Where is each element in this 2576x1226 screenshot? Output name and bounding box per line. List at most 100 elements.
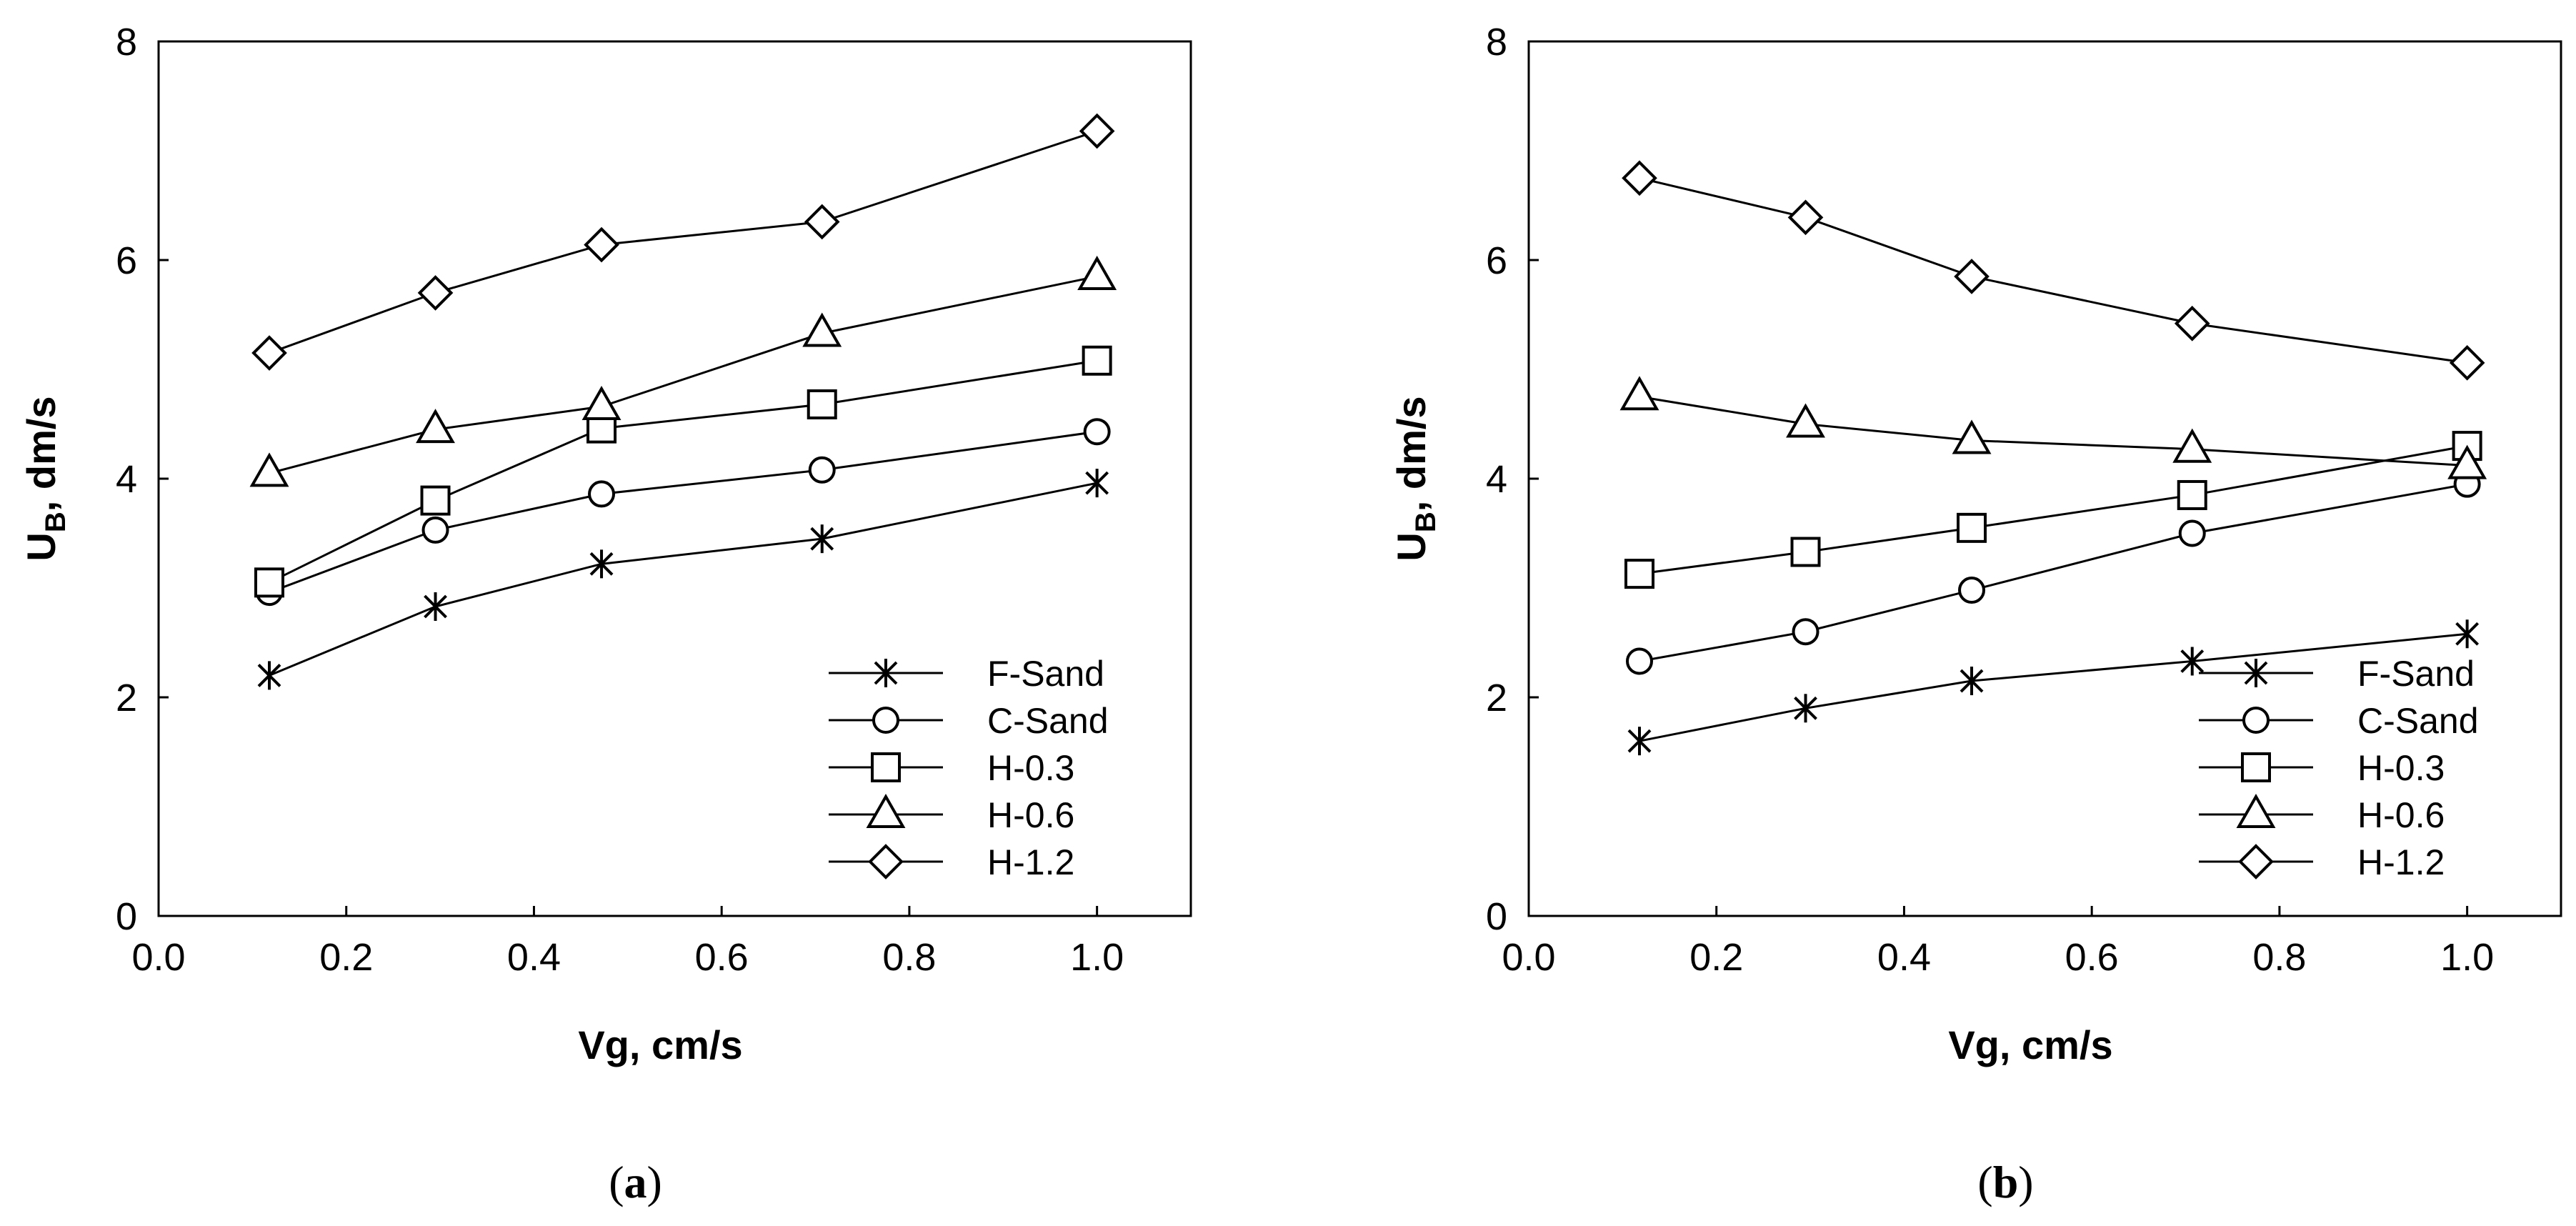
y-tick-label: 0 [116,895,137,938]
panel-a: 0.0 0.2 0.4 0.6 0.8 1.0 0 2 4 6 8 Vg, cm/s UB, dm/s F… [19,21,1192,1207]
data-point-h-0.3 [1082,345,1112,376]
panel-label: (a) [609,1157,662,1207]
series-line-c-sand [269,430,1097,594]
panel-label: (b) [1977,1157,2033,1207]
data-point-h-0.6 [2172,428,2212,463]
data-point-f-sand [424,592,447,622]
legend-marker-h-0.6 [866,793,906,828]
y-tick-label: 4 [116,458,137,501]
data-point-h-1.2 [804,204,840,240]
data-point-h-0.3 [254,567,285,598]
series-line-h-0.6 [269,275,1097,474]
x-tick-label: 0.2 [319,936,373,979]
data-point-c-sand [1958,577,1986,604]
y-axis-title: UB, dm/s [19,396,71,561]
series-line-f-sand [1639,632,2467,742]
legend-label: F-Sand [987,654,1104,694]
x-tick-label: 0.6 [695,936,749,979]
legend-label: H-0.3 [2357,748,2445,788]
legend-label: H-0.6 [2357,795,2445,835]
data-point-c-sand [1083,418,1111,446]
data-point-f-sand [1960,667,1984,696]
x-tick-label: 0.4 [507,936,561,979]
legend-label: F-Sand [2357,654,2475,694]
x-axis-title: Vg, cm/s [1948,1022,2112,1067]
legend-marker-c-sand [2242,707,2270,734]
series-line-h-1.2 [269,130,1098,354]
panel-b: 0.0 0.2 0.4 0.6 0.8 1.0 0 2 4 6 8 Vg, cm/s UB, dm/s F… [1389,21,2562,1207]
data-point-h-0.6 [581,385,621,421]
y-tick-label: 8 [1486,21,1507,64]
x-tick-label: 0.0 [1502,936,1555,979]
x-tick-label: 0.2 [1689,936,1743,979]
series-line-f-sand [269,482,1097,677]
data-point-h-0.3 [807,389,837,419]
x-tick-label: 0.8 [2252,936,2306,979]
data-point-c-sand [421,516,449,544]
legend-marker-h-0.3 [2241,752,2271,782]
data-point-h-1.2 [1622,160,1657,196]
data-point-h-0.6 [1619,376,1659,411]
legend-marker-c-sand [872,707,899,734]
y-tick-label: 0 [1486,895,1507,938]
legend-marker-h-1.2 [2238,844,2274,879]
y-axis-title: UB, dm/s [1389,396,1442,561]
x-tick-label: 0.0 [131,936,185,979]
y-tick-label: 4 [1486,458,1507,501]
data-point-f-sand [1627,727,1652,756]
series-line-h-0.3 [269,359,1097,584]
data-point-h-0.6 [1077,255,1117,290]
data-point-c-sand [808,456,836,484]
data-point-c-sand [588,480,616,508]
data-point-c-sand [1792,618,1819,646]
data-point-c-sand [2178,519,2206,547]
y-tick-label: 6 [1486,239,1507,282]
legend-marker-h-1.2 [868,844,904,879]
data-point-h-0.3 [1790,537,1821,567]
series-line-h-0.3 [1639,444,2467,575]
data-point-h-1.2 [1954,259,1990,294]
data-point-h-1.2 [1079,113,1115,149]
data-point-h-1.2 [251,335,287,371]
data-point-f-sand [589,549,614,579]
data-point-f-sand [1085,469,1109,498]
x-tick-label: 0.6 [2065,936,2119,979]
x-tick-label: 1.0 [1070,936,1124,979]
legend-label: C-Sand [2357,701,2479,741]
data-point-h-0.3 [2177,479,2207,510]
series-line-c-sand [1639,483,2467,662]
data-point-h-1.2 [1787,199,1824,236]
legend-label: H-0.6 [987,795,1074,835]
data-point-f-sand [257,661,281,690]
y-tick-label: 2 [116,677,137,719]
legend-marker-f-sand [2244,659,2268,687]
data-point-h-0.6 [802,312,842,347]
data-point-h-0.6 [416,409,455,444]
x-tick-label: 0.4 [1877,936,1931,979]
x-tick-label: 1.0 [2440,936,2494,979]
data-point-h-0.6 [249,452,289,487]
series-line-h-0.6 [1639,395,2467,467]
legend-marker-h-0.6 [2236,793,2276,828]
y-tick-label: 6 [116,239,137,282]
data-point-h-0.6 [1952,419,1992,454]
data-point-h-0.3 [420,485,451,516]
legend-marker-h-0.3 [871,752,901,782]
legend-label: H-1.2 [2357,842,2445,882]
y-tick-label: 8 [116,21,137,64]
data-point-h-1.2 [2174,305,2210,342]
data-point-h-1.2 [417,275,454,311]
data-point-h-1.2 [2449,344,2485,381]
data-point-f-sand [2455,619,2480,649]
x-tick-label: 0.8 [882,936,936,979]
x-axis-title: Vg, cm/s [578,1022,742,1067]
data-point-f-sand [1794,694,1817,723]
data-point-h-0.6 [2447,444,2487,479]
data-point-h-0.6 [1786,403,1825,438]
data-point-f-sand [2180,647,2205,676]
y-tick-label: 2 [1486,677,1507,719]
data-point-h-1.2 [584,226,619,263]
data-point-h-0.3 [1957,512,1987,543]
legend-label: C-Sand [987,701,1109,741]
